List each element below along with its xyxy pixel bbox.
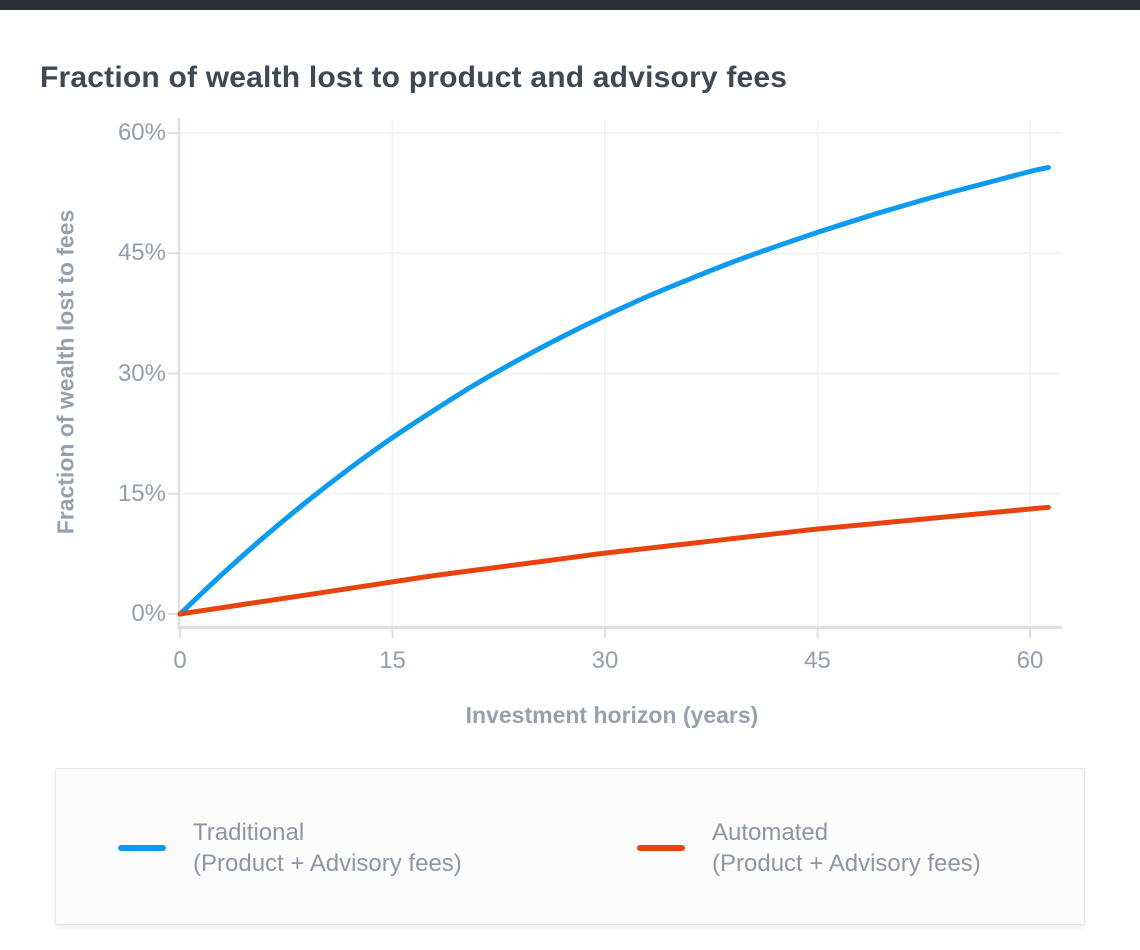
legend-swatch-automated — [637, 844, 685, 851]
legend-item-traditional: Traditional (Product + Advisory fees) — [118, 769, 462, 926]
legend-item-label: Traditional — [193, 818, 305, 846]
y-tick-label: 45% — [117, 239, 166, 267]
legend-item-sublabel: (Product + Advisory fees) — [712, 849, 981, 877]
series-line-automated — [177, 504, 1051, 617]
x-tick-label: 30 — [591, 647, 619, 674]
legend-item-sublabel: (Product + Advisory fees) — [193, 849, 462, 877]
legend-text: Traditional (Product + Advisory fees) — [193, 817, 462, 879]
y-tick-label: 15% — [117, 479, 166, 507]
x-tick-label: 15 — [379, 647, 406, 674]
y-tick-label: 60% — [117, 119, 166, 146]
page-title: Fraction of wealth lost to product and a… — [40, 61, 788, 95]
chart-legend: Traditional (Product + Advisory fees) Auto… — [55, 768, 1085, 925]
x-axis-title: Investment horizon (years) — [465, 702, 759, 728]
x-tick-label: 45 — [804, 647, 831, 674]
legend-text: Automated (Product + Advisory fees) — [712, 817, 981, 879]
y-tick-label: 0% — [131, 600, 166, 627]
legend-swatch-traditional — [118, 844, 166, 851]
series-line-traditional — [177, 165, 1051, 617]
x-tick-label: 60 — [1016, 647, 1044, 674]
x-tick-label: 0 — [173, 647, 187, 674]
legend-item-label: Automated — [712, 818, 829, 846]
top-accent-bar — [0, 0, 1140, 10]
legend-item-automated: Automated (Product + Advisory fees) — [637, 769, 981, 926]
y-tick-label: 30% — [117, 359, 166, 387]
